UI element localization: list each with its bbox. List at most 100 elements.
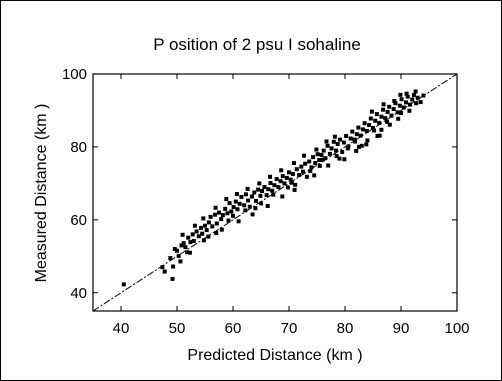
- data-point: [288, 177, 293, 182]
- data-point: [329, 146, 334, 151]
- data-point: [375, 134, 380, 138]
- data-point: [260, 189, 265, 193]
- data-point: [338, 137, 342, 142]
- data-point: [345, 146, 350, 151]
- data-point: [290, 171, 295, 176]
- data-point: [398, 92, 403, 97]
- data-point: [315, 152, 320, 157]
- data-point: [364, 142, 369, 147]
- data-point: [373, 118, 378, 123]
- data-point: [383, 116, 388, 121]
- data-point: [206, 220, 211, 225]
- data-point: [265, 204, 270, 208]
- data-point: [231, 213, 235, 218]
- y-tick-label: 60: [70, 212, 87, 229]
- data-point: [399, 97, 404, 102]
- x-tick-label: 80: [337, 320, 354, 337]
- data-point: [237, 201, 242, 206]
- data-point: [243, 208, 248, 213]
- data-point: [172, 247, 177, 251]
- data-point: [190, 232, 195, 237]
- data-point: [314, 147, 319, 152]
- data-point: [365, 138, 370, 143]
- data-point: [239, 194, 244, 199]
- data-point: [214, 221, 219, 226]
- data-point: [356, 125, 361, 130]
- data-point: [408, 102, 412, 107]
- data-point: [396, 116, 401, 121]
- data-point: [186, 235, 191, 240]
- data-point: [227, 201, 232, 206]
- data-point: [293, 182, 298, 187]
- x-tick-label: 50: [169, 320, 186, 337]
- data-point: [354, 148, 359, 153]
- data-point: [280, 194, 285, 199]
- data-point: [410, 97, 415, 102]
- data-point: [187, 250, 192, 255]
- data-point: [397, 103, 402, 108]
- data-point: [266, 187, 271, 192]
- data-point: [353, 139, 358, 144]
- data-point: [392, 99, 397, 103]
- data-point: [348, 136, 353, 141]
- data-point: [245, 186, 250, 191]
- data-point: [280, 174, 285, 179]
- data-point: [226, 218, 231, 223]
- data-point: [341, 140, 346, 145]
- data-point: [362, 121, 367, 126]
- data-point: [225, 211, 230, 216]
- data-point: [188, 240, 193, 245]
- data-point: [385, 119, 389, 124]
- data-point: [411, 93, 416, 98]
- data-point: [279, 168, 284, 173]
- data-point: [171, 264, 176, 269]
- data-point: [381, 102, 386, 107]
- data-point: [327, 151, 332, 156]
- data-point: [284, 175, 289, 180]
- data-point: [217, 210, 221, 215]
- data-point: [385, 109, 390, 114]
- data-point: [371, 126, 375, 130]
- data-point: [334, 154, 339, 158]
- data-point: [278, 179, 283, 184]
- data-point: [313, 161, 318, 165]
- data-point: [393, 101, 398, 106]
- data-points: [121, 89, 426, 287]
- data-point: [229, 209, 234, 214]
- data-point: [342, 157, 347, 162]
- data-point: [235, 207, 240, 212]
- y-tick-label: 100: [62, 66, 87, 83]
- data-point: [242, 203, 247, 208]
- data-point: [359, 143, 364, 148]
- x-axis-label: Predicted Distance (km ): [187, 347, 362, 364]
- data-point: [404, 100, 408, 105]
- data-point: [258, 193, 263, 198]
- data-point: [317, 158, 322, 162]
- data-point: [162, 269, 167, 274]
- data-point: [357, 144, 361, 149]
- data-point: [372, 128, 377, 133]
- data-point: [160, 265, 165, 270]
- x-axis-ticks: 40 50 60 70 80 90 100: [113, 74, 470, 337]
- data-point: [259, 201, 263, 206]
- y-tick-label: 80: [70, 139, 87, 156]
- data-point: [236, 219, 241, 224]
- data-point: [246, 198, 251, 203]
- data-point: [368, 116, 373, 121]
- data-point: [415, 95, 420, 100]
- data-point: [302, 153, 307, 158]
- data-point: [304, 174, 309, 179]
- data-point: [387, 104, 392, 109]
- data-point: [254, 198, 258, 203]
- data-point: [324, 139, 329, 144]
- data-point: [268, 181, 273, 185]
- data-point: [219, 217, 224, 222]
- x-tick-label: 60: [225, 320, 242, 337]
- data-point: [391, 107, 396, 111]
- data-point: [360, 127, 365, 132]
- data-point: [331, 139, 336, 144]
- data-point: [377, 133, 382, 138]
- data-point: [208, 214, 213, 219]
- data-point: [395, 110, 400, 115]
- data-point: [264, 193, 269, 198]
